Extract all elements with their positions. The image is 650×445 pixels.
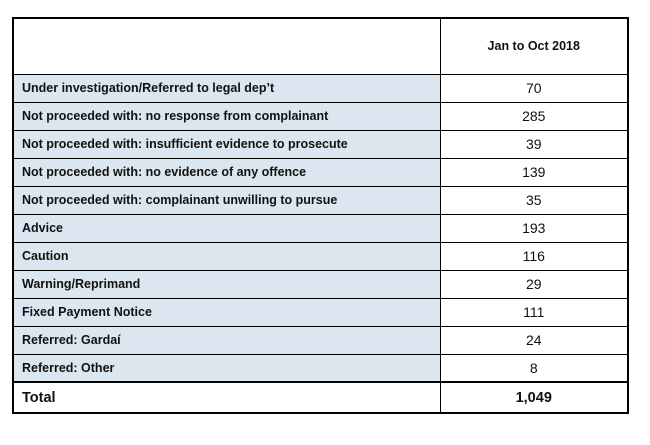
- row-value: 35: [439, 185, 629, 215]
- row-value: 70: [439, 73, 629, 103]
- row-value: 24: [439, 325, 629, 355]
- table-row: Not proceeded with: insufficient evidenc…: [12, 129, 629, 159]
- header-row: Jan to Oct 2018: [12, 17, 629, 75]
- table-row: Referred: Gardaí 24: [12, 325, 629, 355]
- row-label: Not proceeded with: complainant unwillin…: [12, 185, 441, 215]
- row-value: 39: [439, 129, 629, 159]
- table-body: Jan to Oct 2018 Under investigation/Refe…: [12, 17, 629, 414]
- row-label: Referred: Other: [12, 353, 441, 383]
- row-value: 193: [439, 213, 629, 243]
- header-cell: [12, 17, 441, 75]
- total-row: Total 1,049: [12, 381, 629, 414]
- row-label: Caution: [12, 241, 441, 271]
- row-value: 285: [439, 101, 629, 131]
- row-value: 139: [439, 157, 629, 187]
- row-label: Under investigation/Referred to legal de…: [12, 73, 441, 103]
- row-label: Fixed Payment Notice: [12, 297, 441, 327]
- row-label: Not proceeded with: no response from com…: [12, 101, 441, 131]
- row-label: Total: [12, 381, 441, 414]
- table-row: Not proceeded with: no response from com…: [12, 101, 629, 131]
- row-value: 1,049: [439, 381, 629, 414]
- row-value: 8: [439, 353, 629, 383]
- row-value: 29: [439, 269, 629, 299]
- row-value: 111: [439, 297, 629, 327]
- table-row: Under investigation/Referred to legal de…: [12, 73, 629, 103]
- table-row: Not proceeded with: complainant unwillin…: [12, 185, 629, 215]
- row-label: Referred: Gardaí: [12, 325, 441, 355]
- table-row: Caution 116: [12, 241, 629, 271]
- table-row: Advice 193: [12, 213, 629, 243]
- table-row: Fixed Payment Notice 111: [12, 297, 629, 327]
- row-label: Advice: [12, 213, 441, 243]
- header-cell: Jan to Oct 2018: [439, 17, 629, 75]
- row-label: Not proceeded with: no evidence of any o…: [12, 157, 441, 187]
- table-row: Warning/Reprimand 29: [12, 269, 629, 299]
- row-label: Not proceeded with: insufficient evidenc…: [12, 129, 441, 159]
- table-row: Not proceeded with: no evidence of any o…: [12, 157, 629, 187]
- table-row: Referred: Other 8: [12, 353, 629, 383]
- data-table: Jan to Oct 2018 Under investigation/Refe…: [12, 17, 629, 414]
- row-label: Warning/Reprimand: [12, 269, 441, 299]
- row-value: 116: [439, 241, 629, 271]
